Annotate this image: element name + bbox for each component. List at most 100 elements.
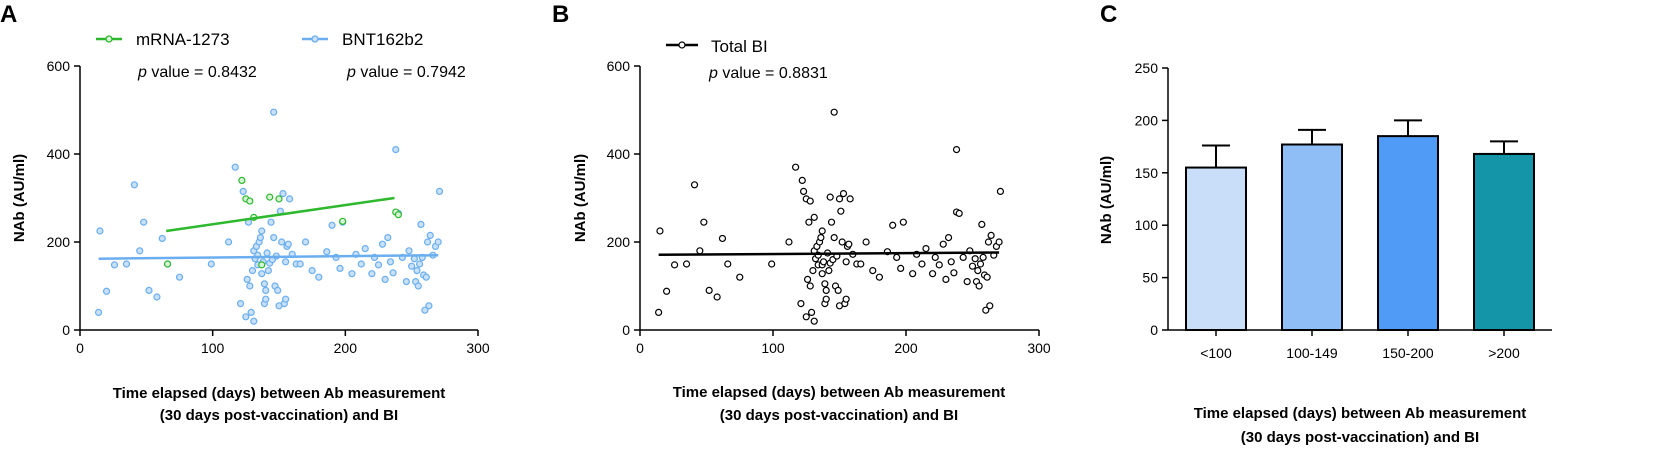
point-total — [792, 163, 800, 171]
point-total — [950, 269, 958, 277]
point-total — [817, 234, 825, 242]
point-total — [806, 282, 814, 290]
point-total — [976, 260, 985, 268]
point-total — [810, 317, 818, 325]
point-bnt — [348, 270, 356, 278]
x-axis-title-a-line2: (30 days post-vaccination) and BI — [160, 407, 398, 424]
panel-letter-b: B — [552, 1, 569, 28]
x-axis-title-c-line1: Time elapsed (days) between Ab measureme… — [1194, 405, 1527, 422]
point-total — [955, 209, 963, 217]
y-tick-label-c: 0 — [1150, 322, 1158, 338]
y-tick-label-a: 600 — [47, 58, 71, 74]
point-total — [959, 253, 967, 261]
point-bnt — [110, 261, 119, 269]
point-total — [968, 262, 977, 270]
legend-label-total: Total BI — [711, 37, 768, 56]
point-bnt — [153, 293, 161, 301]
point-total — [838, 238, 846, 246]
pvalue-bnt: p value = 0.7942 — [346, 64, 466, 81]
point-bnt — [381, 275, 389, 283]
point-bnt — [413, 267, 421, 275]
point-total — [975, 282, 983, 290]
point-bnt — [175, 273, 184, 281]
point-total — [971, 255, 979, 263]
point-total — [736, 273, 744, 281]
point-total — [830, 108, 838, 116]
bar — [1185, 166, 1247, 331]
y-tick-label-a: 400 — [47, 146, 71, 162]
point-bnt — [258, 227, 266, 235]
point-bnt — [402, 278, 410, 286]
point-bnt — [122, 260, 131, 268]
y-tick-label-c: 100 — [1135, 217, 1159, 233]
x-axis-title-b-line1: Time elapsed (days) between Ab measureme… — [673, 384, 1006, 401]
point-total — [662, 287, 671, 295]
point-total — [807, 308, 816, 316]
point-total — [995, 238, 1003, 246]
pvalue-mrna-p: p — [137, 64, 147, 81]
pvalue-bnt-text: value = 0.7942 — [356, 64, 466, 81]
point-bnt — [274, 286, 282, 294]
pvalue-mrna-text: value = 0.8432 — [147, 64, 257, 81]
y-tick-label-a: 0 — [62, 322, 70, 338]
point-total — [809, 267, 817, 275]
point-bnt — [260, 280, 269, 288]
point-bnt — [328, 221, 336, 229]
point-bnt — [207, 260, 215, 268]
point-total — [821, 280, 829, 288]
point-bnt — [282, 258, 290, 266]
point-total — [799, 187, 808, 195]
legend-marker-bnt — [311, 35, 319, 43]
point-total — [827, 218, 836, 226]
point-total — [713, 293, 721, 301]
point-bnt — [374, 261, 383, 269]
point-total — [918, 260, 926, 268]
point-bnt — [423, 238, 432, 246]
x-tick-label-b: 200 — [894, 340, 918, 356]
point-total — [670, 261, 679, 269]
point-total — [830, 234, 838, 242]
point-total — [834, 286, 842, 294]
point-total — [822, 286, 830, 294]
panel-b: B Total BI p value = 0.8831 NAb (AU/ml) … — [552, 1, 1051, 424]
point-total — [899, 218, 907, 226]
point-mrna — [258, 261, 266, 269]
y-tick-label-b: 0 — [622, 322, 630, 338]
point-total — [996, 187, 1005, 195]
point-bnt — [408, 262, 416, 270]
point-total — [978, 220, 986, 228]
point-total — [655, 308, 663, 316]
point-total — [839, 190, 848, 198]
point-bnt — [262, 286, 270, 294]
point-bnt — [389, 269, 397, 277]
x-tick-label-a: 200 — [334, 340, 358, 356]
x-tick-label-a: 100 — [201, 340, 225, 356]
point-bnt — [392, 146, 400, 154]
point-total — [974, 267, 982, 275]
point-total — [857, 260, 865, 268]
panel-letter-a: A — [0, 1, 17, 28]
point-bnt — [416, 260, 424, 268]
panel-letter-c: C — [1100, 1, 1117, 28]
point-bnt — [236, 300, 245, 308]
pvalue-total: p value = 0.8831 — [708, 65, 828, 82]
point-bnt — [278, 238, 286, 246]
point-total — [682, 260, 691, 268]
y-tick-label-b: 600 — [607, 58, 631, 74]
point-total — [700, 218, 708, 226]
point-bnt — [270, 234, 278, 242]
point-total — [983, 273, 991, 281]
point-bnt — [94, 308, 103, 316]
legend-b: Total BI — [666, 37, 768, 56]
bar — [1377, 135, 1439, 331]
bar — [1473, 152, 1535, 331]
point-total — [947, 258, 955, 266]
point-bnt — [247, 308, 255, 316]
point-total — [987, 231, 995, 239]
point-total — [979, 253, 987, 261]
y-tick-label-a: 200 — [47, 234, 71, 250]
point-total — [819, 258, 828, 266]
point-total — [835, 195, 844, 203]
x-tick-label-c: <100 — [1200, 345, 1232, 361]
